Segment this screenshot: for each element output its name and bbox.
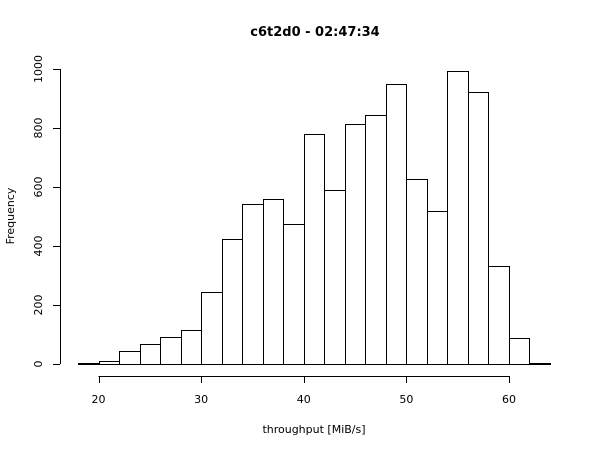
x-axis: 20 30 40 50 60 <box>92 376 516 406</box>
histogram-bar <box>78 363 100 365</box>
y-tick-label: 1000 <box>32 55 45 83</box>
histogram-bar <box>468 92 489 365</box>
histogram-bar <box>386 84 407 365</box>
x-tick-label: 40 <box>297 393 311 406</box>
histogram-bar <box>119 351 141 365</box>
x-tick-label: 30 <box>194 393 208 406</box>
histogram-bar <box>345 124 366 365</box>
histogram-bar <box>181 330 202 365</box>
histogram-bar <box>160 337 182 365</box>
histogram-bar <box>201 292 223 365</box>
histogram-bar <box>509 338 530 365</box>
x-tick-label: 20 <box>92 393 106 406</box>
histogram-bar <box>222 239 243 365</box>
histogram-bar <box>447 71 469 365</box>
histogram-bar <box>406 179 428 365</box>
y-axis: 0 200 400 600 800 1000 <box>32 55 61 368</box>
y-axis-label: Frequency <box>4 187 17 244</box>
x-axis-label: throughput [MiB/s] <box>262 423 365 436</box>
y-tick-label: 600 <box>32 177 45 198</box>
histogram-bar <box>140 344 161 365</box>
histogram-bar <box>263 199 284 365</box>
histogram-bar <box>324 190 346 365</box>
histogram-bar <box>365 115 387 365</box>
y-tick-label: 200 <box>32 295 45 316</box>
y-tick-label: 400 <box>32 236 45 257</box>
chart-title: c6t2d0 - 02:47:34 <box>250 25 379 40</box>
histogram-bar <box>242 204 264 365</box>
histogram-bar <box>304 134 325 365</box>
x-tick-label: 50 <box>399 393 413 406</box>
histogram-bar <box>427 211 448 365</box>
x-tick-label: 60 <box>502 393 516 406</box>
y-tick-label: 0 <box>32 361 45 368</box>
histogram-bar <box>529 363 551 365</box>
histogram-bar <box>488 266 510 365</box>
histogram-bar <box>99 361 120 365</box>
histogram-bar <box>283 224 305 365</box>
bars-group <box>78 71 551 365</box>
y-tick-label: 800 <box>32 118 45 139</box>
